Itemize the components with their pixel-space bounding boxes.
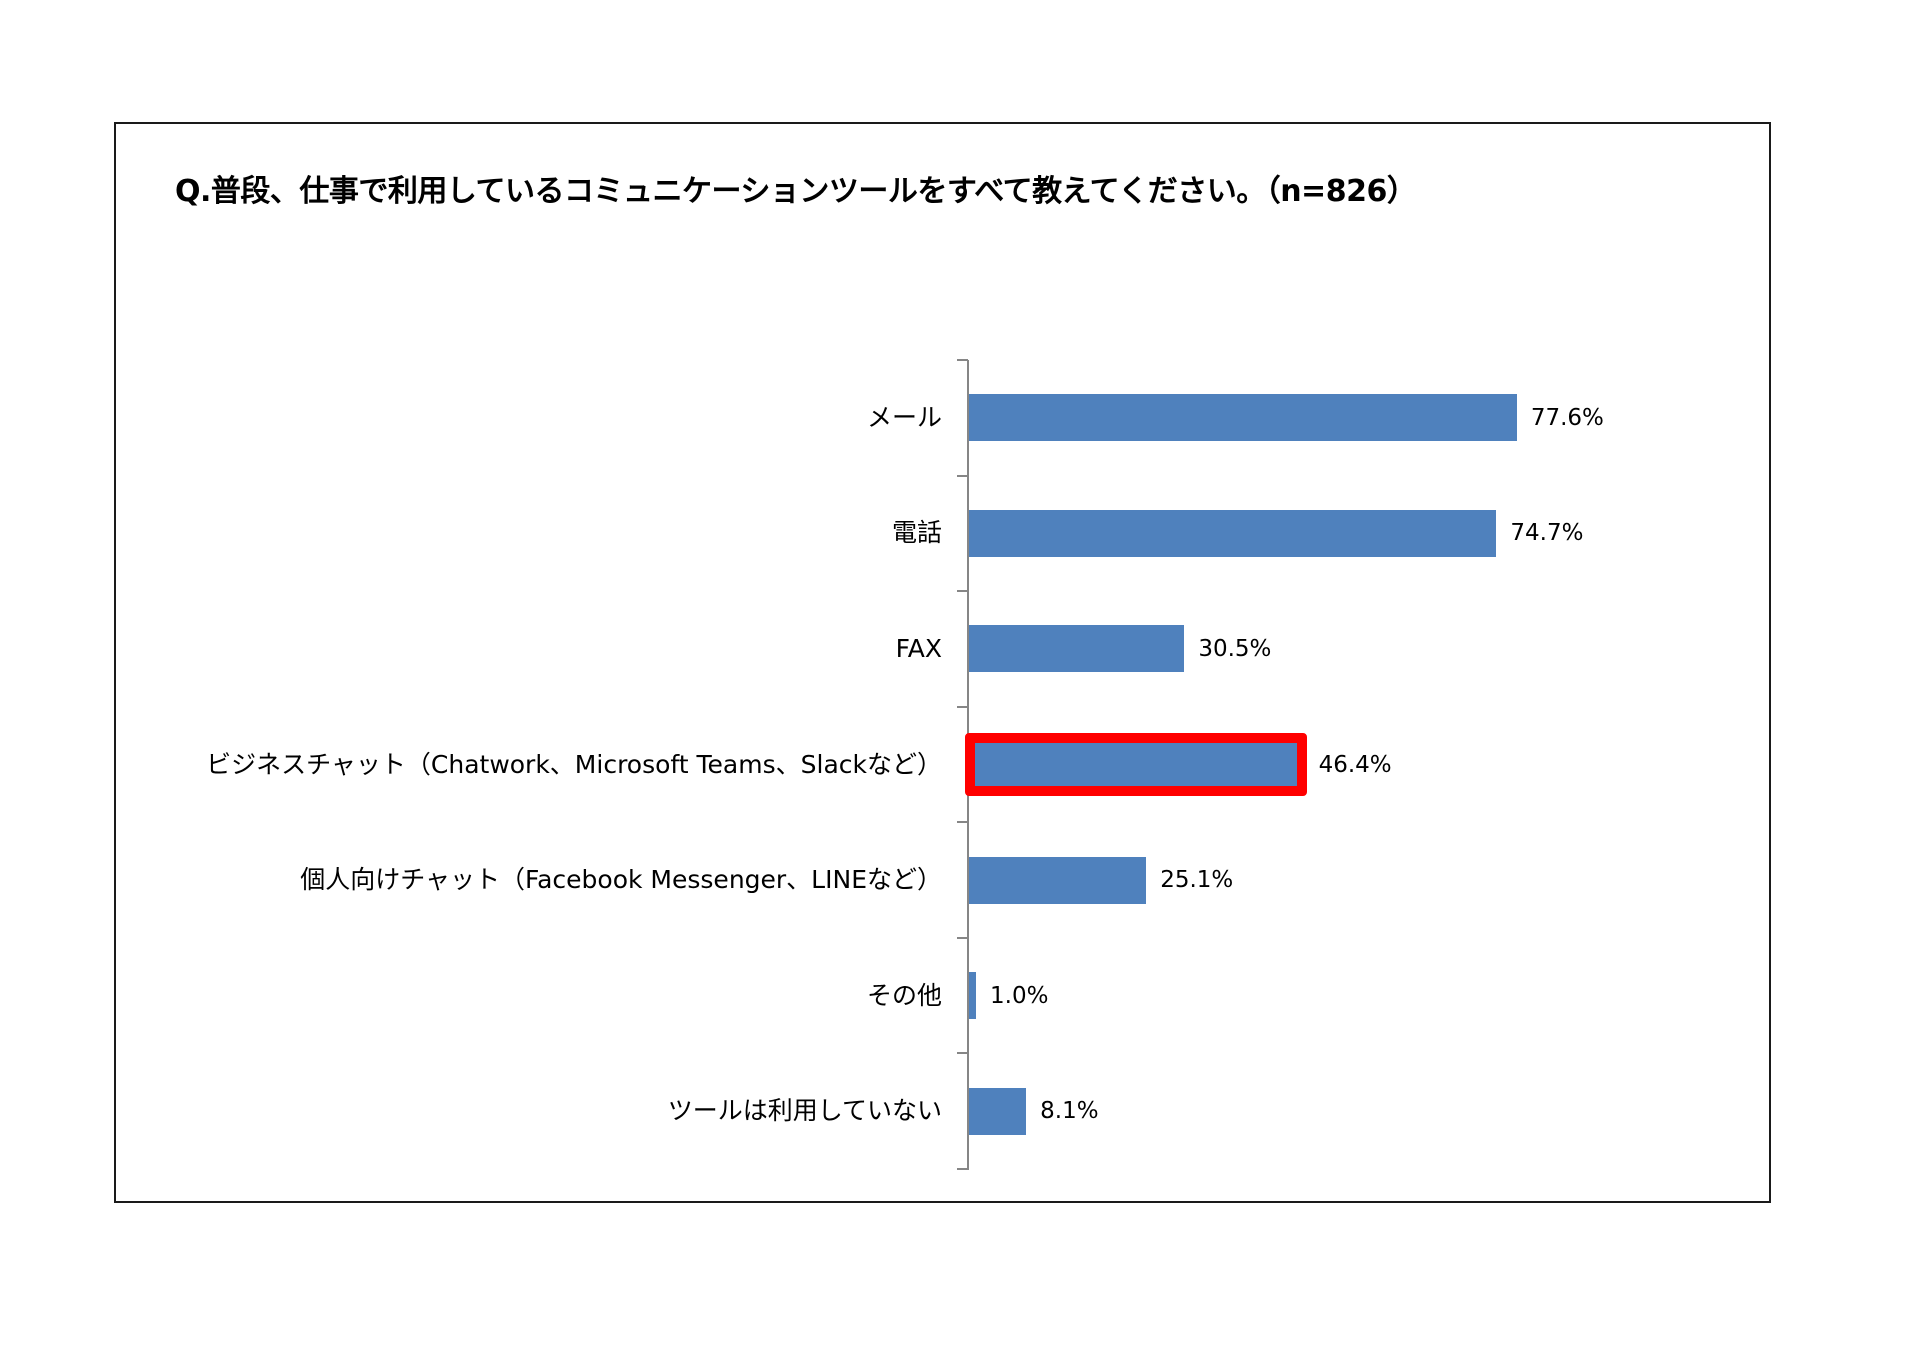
- data-bar: [969, 856, 1147, 904]
- category-label: メール: [866, 402, 942, 432]
- category-label: ビジネスチャット（Chatwork、Microsoft Teams、Slackな…: [206, 749, 942, 779]
- axis-tick: [957, 359, 968, 361]
- value-label: 74.7%: [1510, 520, 1584, 547]
- chart-frame: [114, 122, 1771, 1203]
- data-bar: [969, 972, 977, 1020]
- axis-tick: [957, 1052, 968, 1055]
- data-bar: [969, 394, 1517, 442]
- axis-tick: [957, 821, 968, 824]
- data-bar: [969, 741, 1297, 788]
- highlight-box: [965, 733, 1307, 796]
- axis-tick: [957, 936, 968, 939]
- chart-title: Q.普段、仕事で利用しているコミュニケーションツールをすべて教えてください。（n…: [175, 174, 1417, 209]
- data-bar: [969, 1087, 1027, 1135]
- data-bar: [969, 625, 1185, 673]
- value-label: 8.1%: [1040, 1098, 1099, 1125]
- category-label: 個人向けチャット（Facebook Messenger、LINEなど）: [300, 865, 942, 895]
- value-label: 46.4%: [1318, 751, 1392, 778]
- axis-tick: [957, 705, 968, 708]
- data-bar: [969, 509, 1497, 557]
- value-label: 77.6%: [1530, 404, 1604, 431]
- value-label: 30.5%: [1198, 635, 1272, 662]
- axis-tick: [957, 1168, 968, 1170]
- axis-tick: [957, 474, 968, 477]
- value-label: 25.1%: [1160, 867, 1234, 894]
- category-label: FAX: [895, 633, 942, 663]
- value-label: 1.0%: [990, 982, 1049, 1009]
- category-label: 電話: [891, 518, 942, 548]
- category-label: ツールは利用していない: [667, 1096, 942, 1126]
- axis-tick: [957, 590, 968, 593]
- category-label: その他: [866, 980, 942, 1010]
